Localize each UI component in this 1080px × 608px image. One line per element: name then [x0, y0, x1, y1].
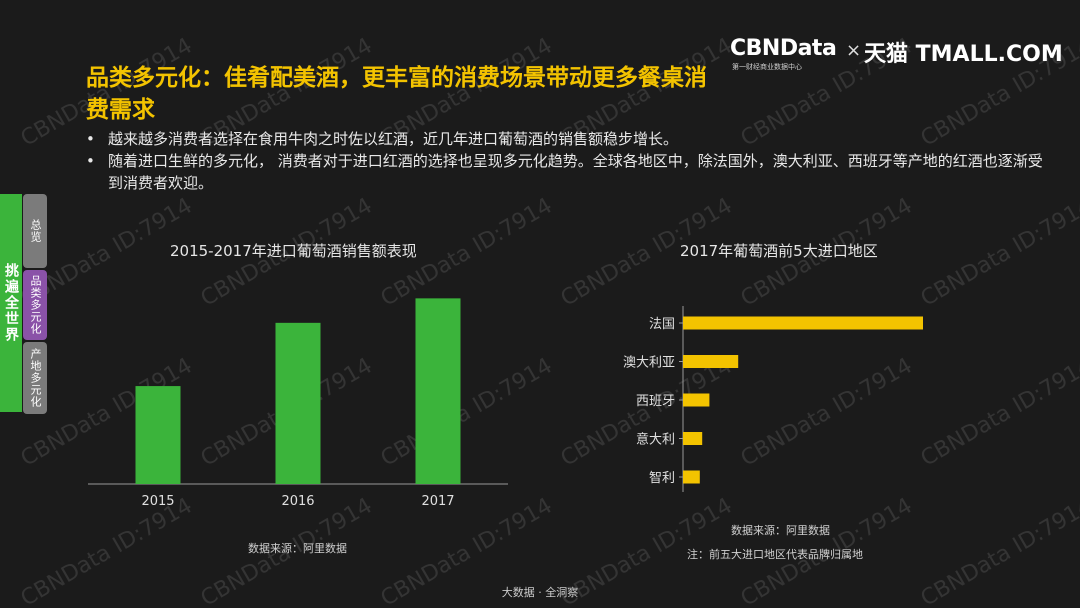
chart-source-origin: 数据来源：阿里数据: [731, 524, 830, 537]
origin-bar: [683, 393, 710, 407]
origin-bar: [683, 316, 923, 330]
sidebar-section-title: 挑遍全世界: [0, 194, 22, 412]
origin-tick-label: 法国: [649, 317, 675, 332]
footer-tagline: 大数据 · 全洞察: [501, 586, 579, 599]
origin-bar: [683, 470, 700, 484]
brand-cbndata: CBNData: [730, 36, 837, 61]
brand-cross: ×: [846, 40, 862, 61]
chart-title-origin: 2017年葡萄酒前5大进口地区: [680, 242, 878, 260]
origin-tick-label: 西班牙: [636, 394, 675, 409]
origin-tick-label: 澳大利亚: [623, 355, 675, 371]
sales-tick-label: 2016: [281, 494, 314, 509]
sales-bar: [415, 298, 461, 484]
brand-tmall: 天猫 TMALL.COM: [864, 42, 1063, 67]
chart-note-origin: 注：前五大进口地区代表品牌归属地: [687, 548, 863, 561]
sales-bar: [275, 322, 321, 484]
chart-title-sales: 2015-2017年进口葡萄酒销售额表现: [170, 242, 417, 260]
sidebar-tab-category[interactable]: 品类多元化: [23, 270, 47, 340]
bullet-list: 越来越多消费者选择在食用牛肉之时佐以红酒，近几年进口葡萄酒的销售额稳步增长。 随…: [84, 128, 1044, 194]
origin-tick-label: 智利: [649, 471, 675, 486]
brand-subtitle: 第一财经商业数据中心: [732, 63, 802, 71]
sales-tick-label: 2017: [421, 494, 454, 509]
chart-source-sales: 数据来源：阿里数据: [248, 542, 347, 555]
origin-bar: [683, 432, 703, 445]
sidebar-tab-origin[interactable]: 产地多元化: [23, 342, 47, 414]
page-title: 品类多元化：佳肴配美酒，更丰富的消费场景带动更多餐桌消费需求: [86, 65, 707, 123]
sales-tick-label: 2015: [141, 494, 174, 509]
origin-tick-label: 意大利: [636, 432, 675, 448]
sidebar-tab-overview[interactable]: 总览: [23, 194, 47, 268]
bullet-item: 随着进口生鲜的多元化， 消费者对于进口红酒的选择也呈现多元化趋势。全球各地区中，…: [84, 150, 1044, 194]
origin-bar: [683, 355, 739, 368]
sales-bar: [135, 386, 181, 484]
bullet-item: 越来越多消费者选择在食用牛肉之时佐以红酒，近几年进口葡萄酒的销售额稳步增长。: [84, 128, 1044, 150]
